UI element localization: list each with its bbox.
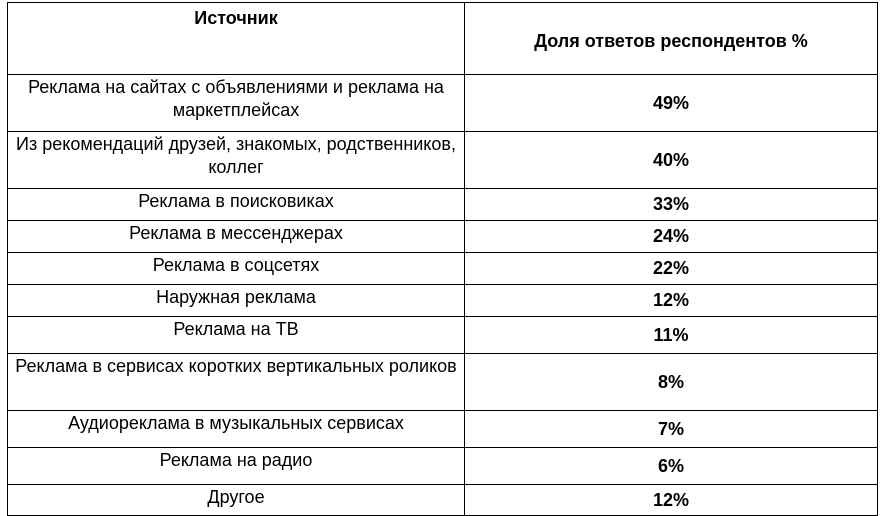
source-cell: Аудиореклама в музыкальных сервисах bbox=[7, 410, 465, 448]
share-cell: 40% bbox=[464, 131, 878, 189]
source-cell: Реклама в соцсетях bbox=[7, 252, 465, 285]
source-cell: Реклама в мессенджерах bbox=[7, 220, 465, 253]
table-row: Другое 12% bbox=[7, 484, 878, 516]
share-cell: 49% bbox=[464, 74, 878, 132]
table-row: Реклама на сайтах с объявлениями и рекла… bbox=[7, 74, 878, 132]
source-cell: Из рекомендаций друзей, знакомых, родств… bbox=[7, 131, 465, 189]
share-cell: 6% bbox=[464, 447, 878, 485]
share-cell: 7% bbox=[464, 410, 878, 448]
share-cell: 11% bbox=[464, 316, 878, 354]
header-source: Источник bbox=[7, 2, 465, 75]
share-cell: 12% bbox=[464, 484, 878, 516]
source-cell: Реклама на ТВ bbox=[7, 316, 465, 354]
source-cell: Наружная реклама bbox=[7, 284, 465, 317]
source-cell: Реклама в поисковиках bbox=[7, 188, 465, 221]
table-row: Реклама в соцсетях 22% bbox=[7, 252, 878, 285]
source-cell: Реклама в сервисах коротких вертикальных… bbox=[7, 353, 465, 411]
header-share: Доля ответов респондентов % bbox=[464, 2, 878, 75]
share-cell: 8% bbox=[464, 353, 878, 411]
survey-table: Источник Доля ответов респондентов % Рек… bbox=[7, 2, 878, 516]
table-row: Реклама на ТВ 11% bbox=[7, 316, 878, 354]
share-cell: 24% bbox=[464, 220, 878, 253]
table-row: Реклама в поисковиках 33% bbox=[7, 188, 878, 221]
table-row: Реклама на радио 6% bbox=[7, 447, 878, 485]
table-header-row: Источник Доля ответов респондентов % bbox=[7, 2, 878, 75]
source-cell: Реклама на сайтах с объявлениями и рекла… bbox=[7, 74, 465, 132]
table-row: Реклама в сервисах коротких вертикальных… bbox=[7, 353, 878, 411]
share-cell: 22% bbox=[464, 252, 878, 285]
share-cell: 12% bbox=[464, 284, 878, 317]
table-row: Из рекомендаций друзей, знакомых, родств… bbox=[7, 131, 878, 189]
table-row: Наружная реклама 12% bbox=[7, 284, 878, 317]
share-cell: 33% bbox=[464, 188, 878, 221]
survey-table-container: Источник Доля ответов респондентов % Рек… bbox=[7, 2, 878, 516]
source-cell: Другое bbox=[7, 484, 465, 516]
table-row: Аудиореклама в музыкальных сервисах 7% bbox=[7, 410, 878, 448]
table-row: Реклама в мессенджерах 24% bbox=[7, 220, 878, 253]
source-cell: Реклама на радио bbox=[7, 447, 465, 485]
